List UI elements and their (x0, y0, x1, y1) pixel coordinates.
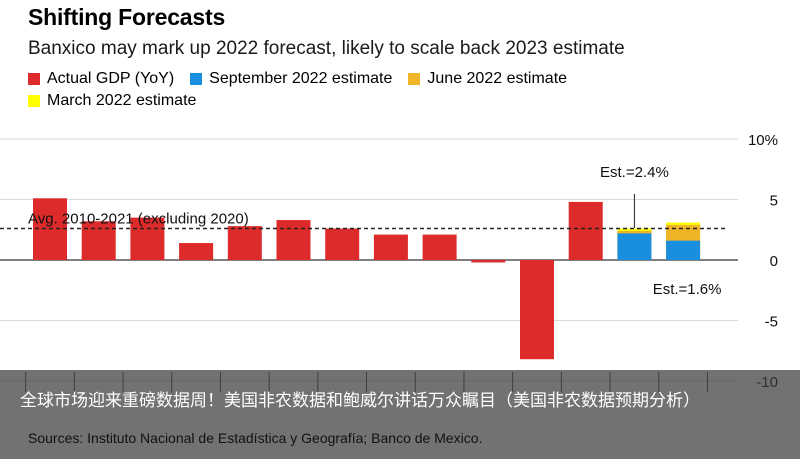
legend-label: Actual GDP (YoY) (47, 70, 175, 87)
legend-label: June 2022 estimate (427, 70, 568, 87)
y-tick-label: -5 (765, 314, 778, 331)
gdp-bar (471, 260, 506, 263)
gdp-bar (325, 228, 360, 260)
annotation-label: Est.=1.6% (653, 281, 722, 298)
y-tick-label: 10% (748, 132, 778, 149)
legend-swatch (408, 73, 421, 85)
caption-overlay (0, 370, 800, 459)
estimate-bar (666, 240, 701, 260)
sources-note: Sources: Instituto Nacional de Estadísti… (28, 430, 483, 446)
gdp-bar (227, 226, 262, 260)
gdp-bar (568, 201, 603, 260)
legend-item-actual-gdp: Actual GDP (YoY) (28, 70, 174, 88)
legend-item-march-estimate: March 2022 estimate (28, 92, 196, 110)
gdp-bar (373, 234, 408, 260)
legend-swatch (190, 73, 203, 85)
legend-label: September 2022 estimate (209, 70, 393, 87)
gdp-bar (276, 220, 311, 260)
gdp-bar (81, 221, 116, 260)
legend-swatch (28, 95, 40, 107)
gdp-bar (179, 243, 214, 260)
y-tick-label: 0 (770, 253, 778, 270)
legend-item-september-estimate: September 2022 estimate (190, 70, 392, 88)
legend-label: March 2022 estimate (47, 92, 197, 109)
legend-item-june-estimate: June 2022 estimate (408, 70, 567, 88)
chart-title: Shifting Forecasts (28, 4, 226, 30)
estimate-bar (617, 233, 652, 260)
chart-subtitle: Banxico may mark up 2022 forecast, likel… (28, 38, 625, 59)
overlay-caption: 全球市场迎来重磅数据周！美国非农数据和鲍威尔讲话万众瞩目（美国非农数据预期分析） (20, 391, 700, 411)
annotation-label: Est.=2.4% (600, 164, 669, 181)
y-tick-label: 5 (770, 193, 778, 210)
gdp-bar (422, 234, 457, 260)
chart-legend: Actual GDP (YoY) September 2022 estimate… (28, 68, 728, 112)
legend-swatch (28, 73, 40, 85)
gdp-bar (520, 260, 554, 360)
gdp-bar (130, 217, 165, 260)
reference-line-label: Avg. 2010-2021 (excluding 2020) (28, 211, 249, 228)
